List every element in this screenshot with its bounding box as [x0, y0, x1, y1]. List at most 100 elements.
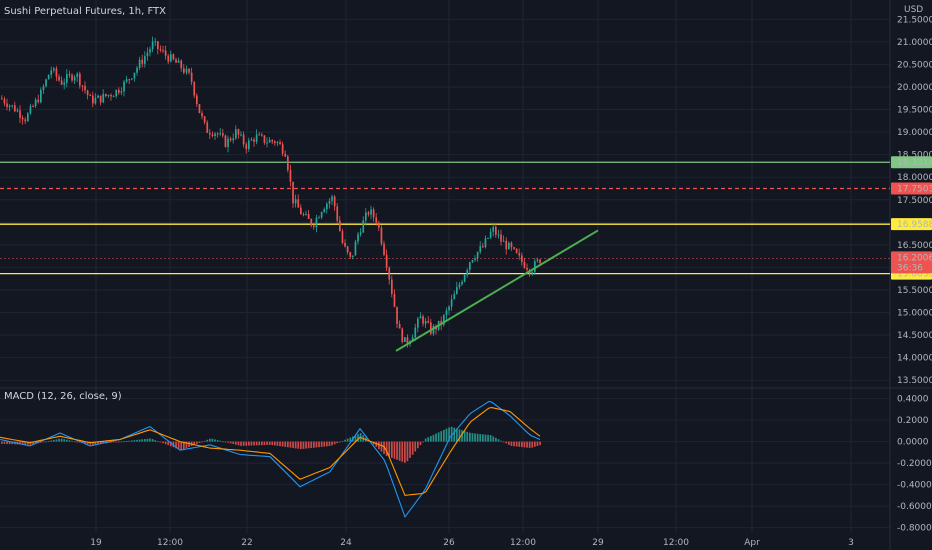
candle-body: [211, 134, 214, 136]
candle-body: [352, 255, 354, 257]
candle-body: [177, 60, 180, 63]
macd-histogram-bar: [144, 439, 146, 442]
countdown-label: 36:36: [897, 263, 923, 273]
macd-histogram-bar: [196, 441, 198, 444]
x-tick-label: 3: [848, 538, 854, 548]
macd-histogram-bar: [411, 441, 414, 455]
candle-body: [118, 89, 120, 93]
y-tick-label: 18.5000: [897, 151, 932, 161]
candle-body: [11, 105, 14, 107]
candle-body: [47, 74, 50, 80]
candle-body: [146, 52, 149, 57]
macd-histogram-bar: [32, 441, 34, 445]
macd-histogram-bar: [219, 440, 222, 442]
y-tick-label: 19.5000: [897, 106, 932, 116]
level-price-tag: [891, 156, 932, 169]
candle-body: [27, 113, 29, 122]
candle-body: [232, 138, 235, 141]
macd-histogram-bar: [248, 441, 250, 446]
candle-body: [419, 316, 422, 319]
candle-body: [484, 238, 487, 248]
y-tick-label: 18.0000: [897, 173, 932, 183]
macd-histogram-bar: [320, 441, 323, 447]
macd-histogram-bar: [170, 441, 172, 447]
candle-body: [357, 234, 359, 242]
candle-body: [79, 73, 81, 86]
macd-histogram-bar: [68, 440, 71, 442]
candle-body: [110, 94, 112, 97]
candle-body: [175, 59, 177, 63]
candle-body: [523, 261, 526, 268]
level-price-tag: [891, 182, 932, 195]
macd-histogram-bar: [513, 441, 515, 447]
candle-body: [346, 246, 349, 253]
candle-body: [71, 74, 73, 81]
candle-body: [292, 181, 294, 204]
macd-histogram-bar: [398, 441, 401, 461]
trend-line[interactable]: [395, 229, 599, 352]
candle-body: [383, 243, 385, 255]
macd-histogram-bar: [263, 441, 266, 446]
candle-body: [406, 337, 409, 345]
macd-histogram-bar: [523, 441, 526, 448]
macd-histogram-bar: [375, 441, 378, 447]
candle-body: [430, 322, 432, 334]
candle-body: [19, 110, 21, 118]
candle-body: [287, 156, 289, 171]
candle-body: [42, 86, 45, 90]
signal-line: [0, 407, 541, 497]
macd-histogram-bar: [440, 431, 443, 442]
candle-body: [60, 80, 63, 85]
macd-histogram-bar: [271, 441, 274, 446]
candle-body: [474, 258, 476, 261]
level-price-tag: [891, 218, 932, 231]
macd-histogram-bar: [424, 438, 427, 442]
candle-body: [248, 140, 250, 149]
macd-histogram-bar: [94, 441, 97, 445]
candle-body: [170, 54, 172, 62]
y-tick-label: 14.0000: [897, 354, 932, 364]
macd-histogram-bar: [71, 440, 73, 442]
candle-body: [456, 287, 458, 295]
macd-histogram-bar: [214, 439, 216, 442]
macd-histogram-bar: [99, 441, 102, 444]
candle-body: [172, 54, 175, 60]
y-tick-label: 20.5000: [897, 60, 932, 70]
x-tick-label: 19: [90, 538, 102, 548]
macd-histogram-bar: [336, 441, 339, 444]
candle-body: [73, 76, 76, 81]
level-price-label: 18.3314: [897, 158, 932, 168]
candle-body: [536, 259, 539, 262]
candle-body: [448, 306, 450, 311]
candle-body: [224, 135, 227, 148]
candle-body: [495, 226, 497, 235]
candle-body: [240, 134, 242, 136]
macd-histogram-bar: [274, 441, 276, 446]
candle-body: [266, 142, 268, 144]
macd-histogram-bar: [193, 441, 196, 445]
macd-histogram-bar: [24, 441, 27, 445]
macd-histogram-bar: [253, 441, 255, 446]
macd-histogram-bar: [476, 433, 479, 442]
x-tick-label: 12:00: [663, 538, 689, 548]
macd-histogram-bar: [86, 441, 89, 445]
candle-body: [128, 79, 131, 81]
macd-histogram-bar: [11, 441, 14, 445]
candle-body: [482, 246, 484, 248]
candle-body: [372, 209, 375, 218]
candle-body: [534, 261, 536, 272]
candle-body: [94, 97, 97, 104]
macd-histogram-bar: [258, 441, 261, 446]
macd-histogram-bar: [232, 441, 235, 445]
macd-histogram-bar: [469, 432, 471, 442]
candle-body: [112, 96, 115, 98]
macd-histogram-bar: [8, 441, 11, 445]
candle-body: [365, 212, 367, 221]
macd-histogram-bar: [448, 427, 450, 442]
y-tick-label: 15.0000: [897, 309, 932, 319]
macd-histogram-bar: [307, 441, 310, 449]
candle-body: [539, 259, 541, 264]
candle-body: [164, 50, 167, 56]
macd-histogram-bar: [115, 441, 118, 443]
